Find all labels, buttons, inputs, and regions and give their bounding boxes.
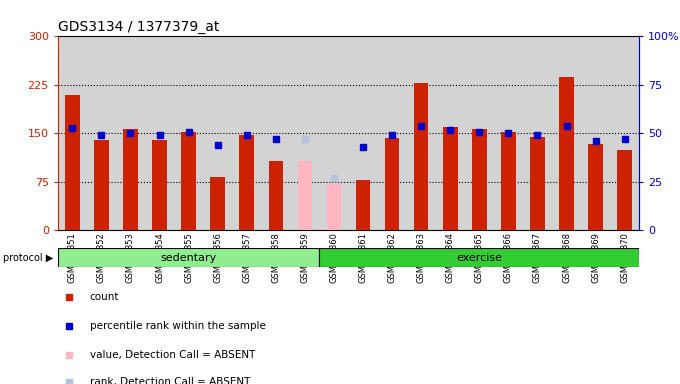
Bar: [65, 95, 80, 230]
Bar: [239, 135, 254, 230]
Bar: [58, 36, 87, 230]
Bar: [87, 36, 116, 230]
Text: rank, Detection Call = ABSENT: rank, Detection Call = ABSENT: [90, 377, 250, 384]
Bar: [269, 161, 283, 230]
Text: GDS3134 / 1377379_at: GDS3134 / 1377379_at: [58, 20, 219, 34]
Bar: [588, 144, 603, 230]
Bar: [94, 140, 109, 230]
Bar: [501, 132, 515, 230]
Bar: [610, 36, 639, 230]
Bar: [290, 36, 320, 230]
Bar: [617, 150, 632, 230]
Bar: [320, 36, 348, 230]
Bar: [552, 36, 581, 230]
Text: count: count: [90, 292, 119, 302]
Text: exercise: exercise: [456, 253, 503, 263]
Bar: [443, 127, 458, 230]
Bar: [414, 83, 428, 230]
Bar: [123, 129, 138, 230]
Bar: [407, 36, 436, 230]
Bar: [523, 36, 552, 230]
Bar: [261, 36, 290, 230]
Text: percentile rank within the sample: percentile rank within the sample: [90, 321, 266, 331]
Bar: [436, 36, 465, 230]
Bar: [356, 180, 371, 230]
Bar: [385, 138, 399, 230]
Bar: [203, 36, 232, 230]
Bar: [581, 36, 610, 230]
Bar: [530, 137, 545, 230]
Bar: [320, 248, 639, 267]
Text: sedentary: sedentary: [160, 253, 217, 263]
Bar: [174, 36, 203, 230]
Bar: [559, 77, 574, 230]
Bar: [377, 36, 407, 230]
Bar: [152, 140, 167, 230]
Bar: [210, 177, 225, 230]
Bar: [348, 36, 377, 230]
Bar: [58, 248, 320, 267]
Bar: [232, 36, 261, 230]
Bar: [145, 36, 174, 230]
Bar: [182, 132, 196, 230]
Bar: [472, 129, 487, 230]
Text: value, Detection Call = ABSENT: value, Detection Call = ABSENT: [90, 350, 255, 360]
Bar: [494, 36, 523, 230]
Text: protocol ▶: protocol ▶: [3, 253, 54, 263]
Bar: [326, 184, 341, 230]
Bar: [298, 161, 312, 230]
Bar: [465, 36, 494, 230]
Bar: [116, 36, 145, 230]
